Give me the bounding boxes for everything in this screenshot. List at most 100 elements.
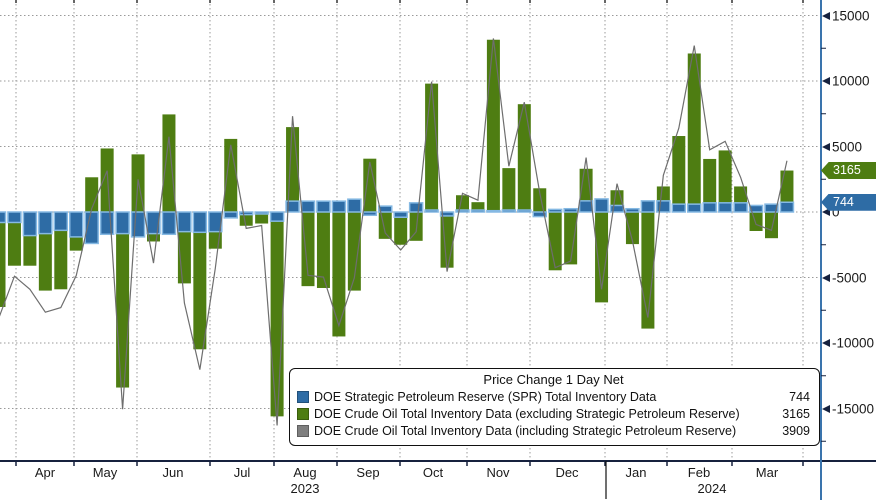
- bar[interactable]: [408, 202, 424, 213]
- bar[interactable]: [347, 212, 361, 291]
- bar[interactable]: [362, 211, 378, 217]
- bar[interactable]: [625, 212, 639, 245]
- bar[interactable]: [517, 104, 531, 212]
- bar[interactable]: [671, 203, 687, 213]
- bar[interactable]: [115, 211, 130, 235]
- bar[interactable]: [779, 201, 795, 213]
- bar[interactable]: [99, 211, 115, 236]
- bar[interactable]: [486, 39, 500, 212]
- legend-item: DOE Strategic Petroleum Reserve (SPR) To…: [297, 388, 810, 405]
- bar[interactable]: [193, 212, 207, 350]
- bar[interactable]: [0, 212, 6, 307]
- bar[interactable]: [764, 203, 779, 213]
- bar[interactable]: [301, 212, 315, 287]
- bar[interactable]: [116, 212, 130, 388]
- bar[interactable]: [718, 150, 732, 212]
- bar[interactable]: [53, 211, 69, 232]
- bar[interactable]: [270, 212, 284, 417]
- bar[interactable]: [255, 212, 269, 224]
- month-label: Oct: [422, 465, 444, 480]
- bar[interactable]: [501, 209, 517, 213]
- bar[interactable]: [316, 212, 330, 288]
- bar[interactable]: [378, 205, 393, 213]
- bar[interactable]: [0, 211, 7, 224]
- bar[interactable]: [656, 200, 671, 213]
- bar[interactable]: [238, 211, 254, 216]
- month-label: Dec: [555, 465, 579, 480]
- bar[interactable]: [548, 212, 562, 271]
- bar[interactable]: [85, 177, 99, 212]
- bar[interactable]: [563, 207, 578, 213]
- y-major-tick: [822, 339, 830, 347]
- year-label: 2023: [290, 481, 320, 496]
- bar[interactable]: [254, 211, 269, 215]
- bar[interactable]: [765, 212, 778, 239]
- bar[interactable]: [502, 168, 516, 212]
- bar[interactable]: [7, 212, 21, 266]
- bar[interactable]: [363, 158, 377, 212]
- bar[interactable]: [532, 211, 547, 218]
- bar[interactable]: [470, 209, 486, 213]
- bar[interactable]: [455, 209, 470, 213]
- bar[interactable]: [38, 211, 53, 235]
- bar[interactable]: [300, 200, 316, 213]
- bar[interactable]: [393, 211, 408, 218]
- bar[interactable]: [22, 211, 38, 237]
- bar[interactable]: [177, 211, 192, 233]
- bar[interactable]: [378, 212, 392, 239]
- bar[interactable]: [687, 203, 702, 213]
- bar[interactable]: [595, 212, 609, 303]
- bar[interactable]: [162, 114, 176, 212]
- bar[interactable]: [702, 202, 717, 213]
- bar[interactable]: [316, 200, 331, 213]
- bar[interactable]: [84, 211, 99, 245]
- bar[interactable]: [733, 202, 748, 213]
- y-axis-label: -5000: [832, 270, 867, 285]
- bar[interactable]: [564, 212, 578, 265]
- bar[interactable]: [239, 212, 253, 226]
- month-label: May: [92, 465, 118, 480]
- y-axis-label: 10000: [832, 73, 870, 89]
- bar[interactable]: [161, 211, 177, 236]
- bar[interactable]: [269, 211, 285, 222]
- bar[interactable]: [672, 136, 686, 212]
- bar[interactable]: [100, 148, 114, 212]
- bar[interactable]: [146, 211, 161, 235]
- bar[interactable]: [439, 211, 455, 217]
- bar[interactable]: [748, 204, 764, 213]
- total-line: [0, 38, 788, 426]
- bar[interactable]: [578, 200, 594, 213]
- bar[interactable]: [517, 209, 532, 213]
- month-label: Feb: [687, 465, 711, 480]
- bar[interactable]: [424, 209, 439, 213]
- bar[interactable]: [223, 211, 238, 219]
- bar[interactable]: [394, 212, 408, 245]
- bar[interactable]: [625, 207, 640, 213]
- bar[interactable]: [486, 209, 501, 213]
- bar[interactable]: [640, 200, 656, 213]
- bar[interactable]: [547, 208, 563, 213]
- bar[interactable]: [285, 200, 300, 213]
- bar[interactable]: [331, 200, 347, 213]
- bar[interactable]: [594, 198, 609, 213]
- bar[interactable]: [703, 158, 717, 212]
- bar[interactable]: [425, 83, 439, 213]
- bar[interactable]: [69, 211, 84, 238]
- bar[interactable]: [54, 212, 68, 290]
- bar[interactable]: [224, 138, 238, 212]
- bar[interactable]: [208, 211, 223, 233]
- bar[interactable]: [7, 211, 22, 224]
- legend-color-chip-icon: [297, 390, 309, 403]
- bar[interactable]: [687, 53, 701, 212]
- bar[interactable]: [332, 212, 346, 337]
- bar[interactable]: [749, 212, 763, 231]
- bar[interactable]: [717, 202, 733, 213]
- legend-item-value: 3165: [782, 406, 810, 421]
- y-major-tick: [822, 142, 830, 151]
- bar[interactable]: [471, 202, 485, 212]
- bar[interactable]: [192, 211, 208, 234]
- bar[interactable]: [130, 211, 146, 238]
- bar[interactable]: [347, 198, 362, 213]
- y-axis-label: 15000: [832, 8, 870, 23]
